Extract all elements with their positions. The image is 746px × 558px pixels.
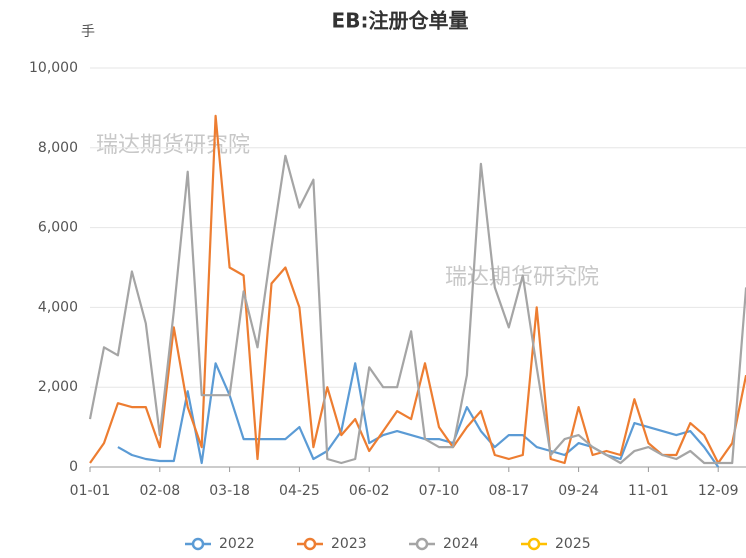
x-tick-label: 01-01 (70, 483, 111, 499)
legend-marker (527, 537, 541, 551)
legend-label: 2024 (443, 536, 479, 552)
series-line (88, 154, 746, 465)
series-line (89, 114, 746, 465)
legend-marker (191, 537, 205, 551)
y-tick-label: 0 (69, 459, 78, 475)
x-tick-label: 04-25 (279, 483, 320, 499)
x-tick-label: 03-18 (209, 483, 250, 499)
legend-label: 2022 (219, 536, 255, 552)
legend-label: 2023 (331, 536, 367, 552)
legend-marker (303, 537, 317, 551)
x-tick-label: 06-02 (349, 483, 390, 499)
x-tick-label: 07-10 (419, 483, 460, 499)
y-tick-label: 2,000 (38, 379, 78, 395)
legend-label: 2025 (555, 536, 591, 552)
chart-title: EB:注册仓单量 (332, 9, 469, 33)
x-tick-label: 02-08 (139, 483, 180, 499)
x-tick-label: 11-01 (628, 483, 669, 499)
watermark: 瑞达期货研究院 (96, 133, 250, 158)
y-tick-label: 6,000 (38, 220, 78, 236)
x-tick-label: 08-17 (488, 483, 529, 499)
legend-marker (415, 537, 429, 551)
y-unit: 手 (81, 24, 95, 40)
series-line (117, 362, 720, 468)
y-tick-label: 4,000 (38, 299, 78, 315)
y-tick-label: 10,000 (29, 60, 78, 76)
x-tick-label: 09-24 (558, 483, 599, 499)
x-tick-label: 12-09 (698, 483, 739, 499)
y-tick-label: 8,000 (38, 140, 78, 156)
